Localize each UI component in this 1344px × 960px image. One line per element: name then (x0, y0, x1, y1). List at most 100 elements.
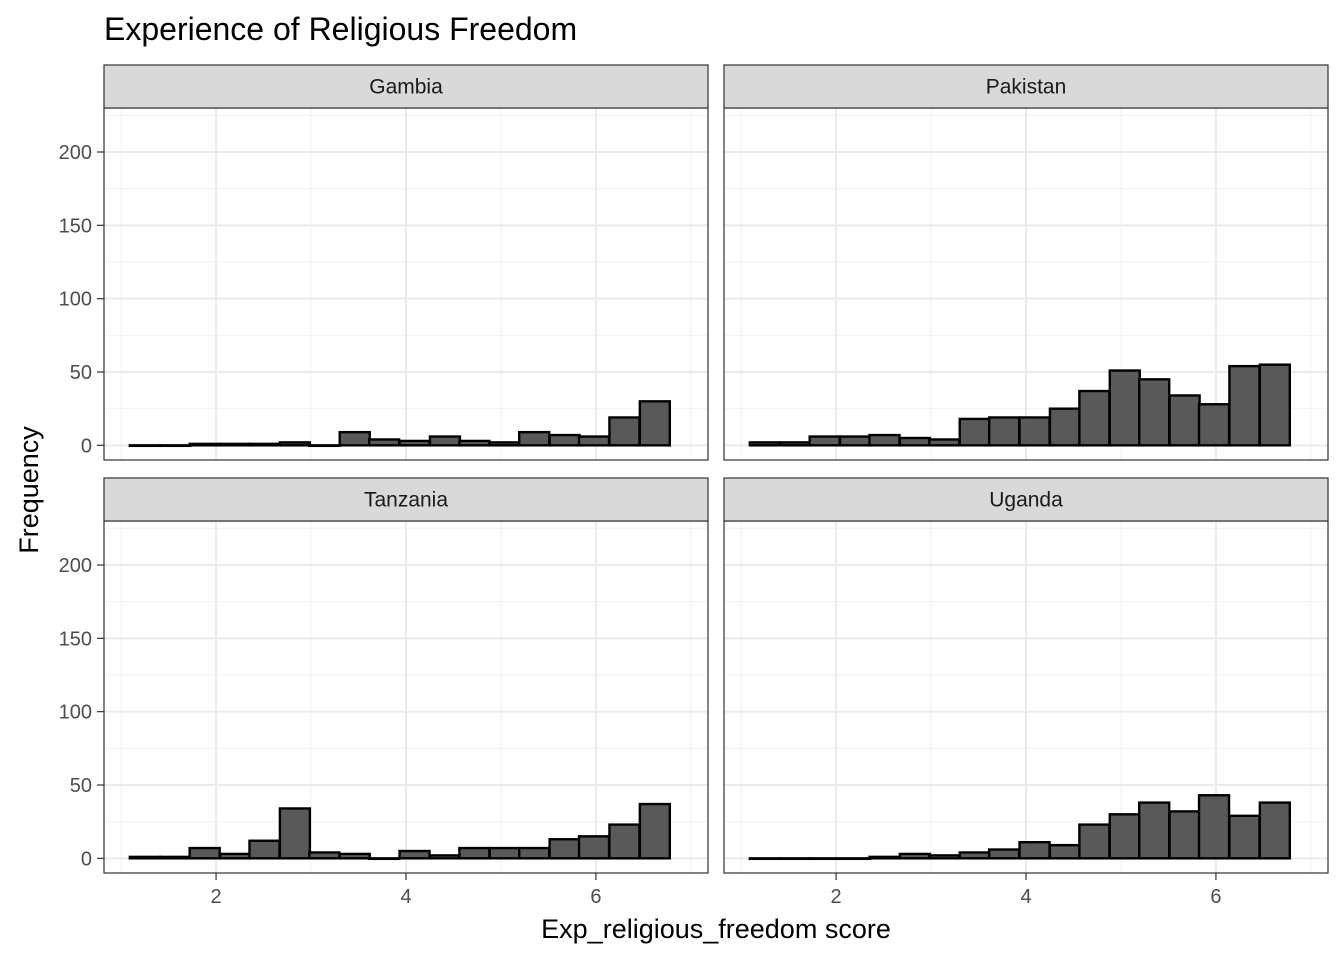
histogram-bar (398, 439, 431, 447)
histogram-bar (1197, 403, 1231, 447)
histogram-bar (838, 435, 872, 447)
histogram-bar (1258, 363, 1292, 447)
histogram-bar (1138, 378, 1171, 447)
histogram-bar (928, 438, 961, 447)
histogram-bar (638, 400, 672, 447)
histogram-bar (308, 851, 341, 860)
x-axis-title: Exp_religious_freedom score (541, 914, 891, 944)
histogram-bar (248, 442, 281, 447)
histogram-bar (577, 435, 611, 447)
histogram-bar (898, 436, 932, 447)
y-tick-label: 200 (59, 142, 92, 164)
histogram-bar (248, 839, 281, 860)
y-tick-label: 200 (59, 555, 92, 577)
y-tick-label: 0 (81, 848, 92, 870)
y-tick-label: 0 (81, 435, 92, 457)
histogram-bar (338, 430, 371, 447)
histogram-bar (958, 417, 991, 447)
histogram-bar (1108, 813, 1141, 860)
histogram-bar (367, 438, 401, 447)
chart-title: Experience of Religious Freedom (104, 11, 577, 47)
histogram-bar (838, 857, 872, 861)
histogram-bar (928, 854, 961, 860)
x-tick-label: 2 (211, 886, 222, 908)
y-tick-label: 150 (59, 628, 92, 650)
histogram-bar (1258, 801, 1292, 860)
histogram-bar (159, 855, 192, 860)
histogram-bar (987, 848, 1021, 860)
facet-strip (103, 64, 709, 109)
histogram-bar (398, 849, 431, 860)
histogram-bar (278, 807, 312, 860)
histogram-bar (428, 854, 462, 860)
histogram-bar (608, 416, 641, 447)
facet-strip-label: Tanzania (364, 489, 448, 512)
histogram-bar (218, 852, 252, 860)
histogram-bar (338, 852, 371, 860)
histogram-bar (1018, 416, 1051, 447)
histogram-bar (808, 857, 841, 861)
facet-strip-label: Uganda (989, 489, 1063, 512)
y-axis-title: Frequency (14, 426, 44, 554)
histogram-bar (1168, 394, 1201, 447)
x-tick-label: 4 (400, 886, 411, 908)
y-tick-label: 100 (59, 289, 92, 311)
facet-tanzania: Tanzania 0 50 100 150 200 2 4 6 (59, 477, 709, 908)
histogram-bar (188, 442, 221, 447)
histogram-bar (577, 835, 611, 860)
histogram-bar (1228, 364, 1261, 447)
histogram-bar (518, 846, 551, 860)
facet-strip-label: Pakistan (986, 76, 1067, 99)
y-tick-label: 50 (70, 362, 92, 384)
histogram-bar (278, 441, 312, 447)
histogram-bar (188, 846, 221, 860)
histogram-bar (428, 435, 462, 447)
histogram-bar (1138, 801, 1171, 860)
histogram-bar (987, 416, 1021, 447)
histogram-bar (1168, 810, 1201, 860)
histogram-bar (779, 441, 812, 447)
histogram-bar (608, 823, 641, 860)
x-tick-label: 6 (1210, 886, 1221, 908)
histogram-bar (458, 439, 491, 447)
histogram-bar (548, 838, 581, 860)
x-tick-label: 4 (1020, 886, 1031, 908)
histogram-bar (1197, 794, 1231, 860)
histogram-bar (748, 857, 782, 861)
histogram-bar (868, 855, 901, 860)
histogram-bar (898, 852, 932, 860)
histogram-bar (1228, 814, 1261, 860)
facet-strip (103, 477, 709, 522)
facet-strip-label: Gambia (369, 76, 443, 99)
histogram-bar (159, 444, 192, 448)
histogram-bar (779, 857, 812, 861)
facet-panels: Gambia 0 50 100 150 200 Pakistan Tanzania 0 50 100… (59, 64, 1329, 908)
facet-strip (723, 477, 1329, 522)
histogram-bar (1018, 841, 1051, 860)
y-tick-label: 50 (70, 775, 92, 797)
facet-uganda: Uganda 2 4 6 (723, 477, 1329, 908)
facet-pakistan: Pakistan (723, 64, 1329, 461)
histogram-bar (1048, 407, 1082, 447)
facet-strip (723, 64, 1329, 109)
x-tick-label: 2 (831, 886, 842, 908)
x-tick-label: 6 (590, 886, 601, 908)
histogram-bar (808, 435, 841, 447)
histogram-bar (958, 851, 991, 860)
facet-gambia: Gambia 0 50 100 150 200 (59, 64, 709, 461)
histogram-bar (548, 433, 581, 447)
histogram-bar (128, 855, 162, 860)
histogram-bar (218, 442, 252, 447)
histogram-bar (1048, 843, 1082, 860)
histogram-bar (748, 441, 782, 447)
histogram-bar (518, 430, 551, 447)
histogram-bar (488, 441, 521, 447)
histogram-bar (1078, 823, 1111, 860)
y-tick-label: 100 (59, 702, 92, 724)
histogram-bar (488, 846, 521, 860)
y-tick-label: 150 (59, 215, 92, 237)
histogram-bar (458, 846, 491, 860)
histogram-bar (367, 857, 401, 861)
histogram-bar (638, 802, 672, 860)
